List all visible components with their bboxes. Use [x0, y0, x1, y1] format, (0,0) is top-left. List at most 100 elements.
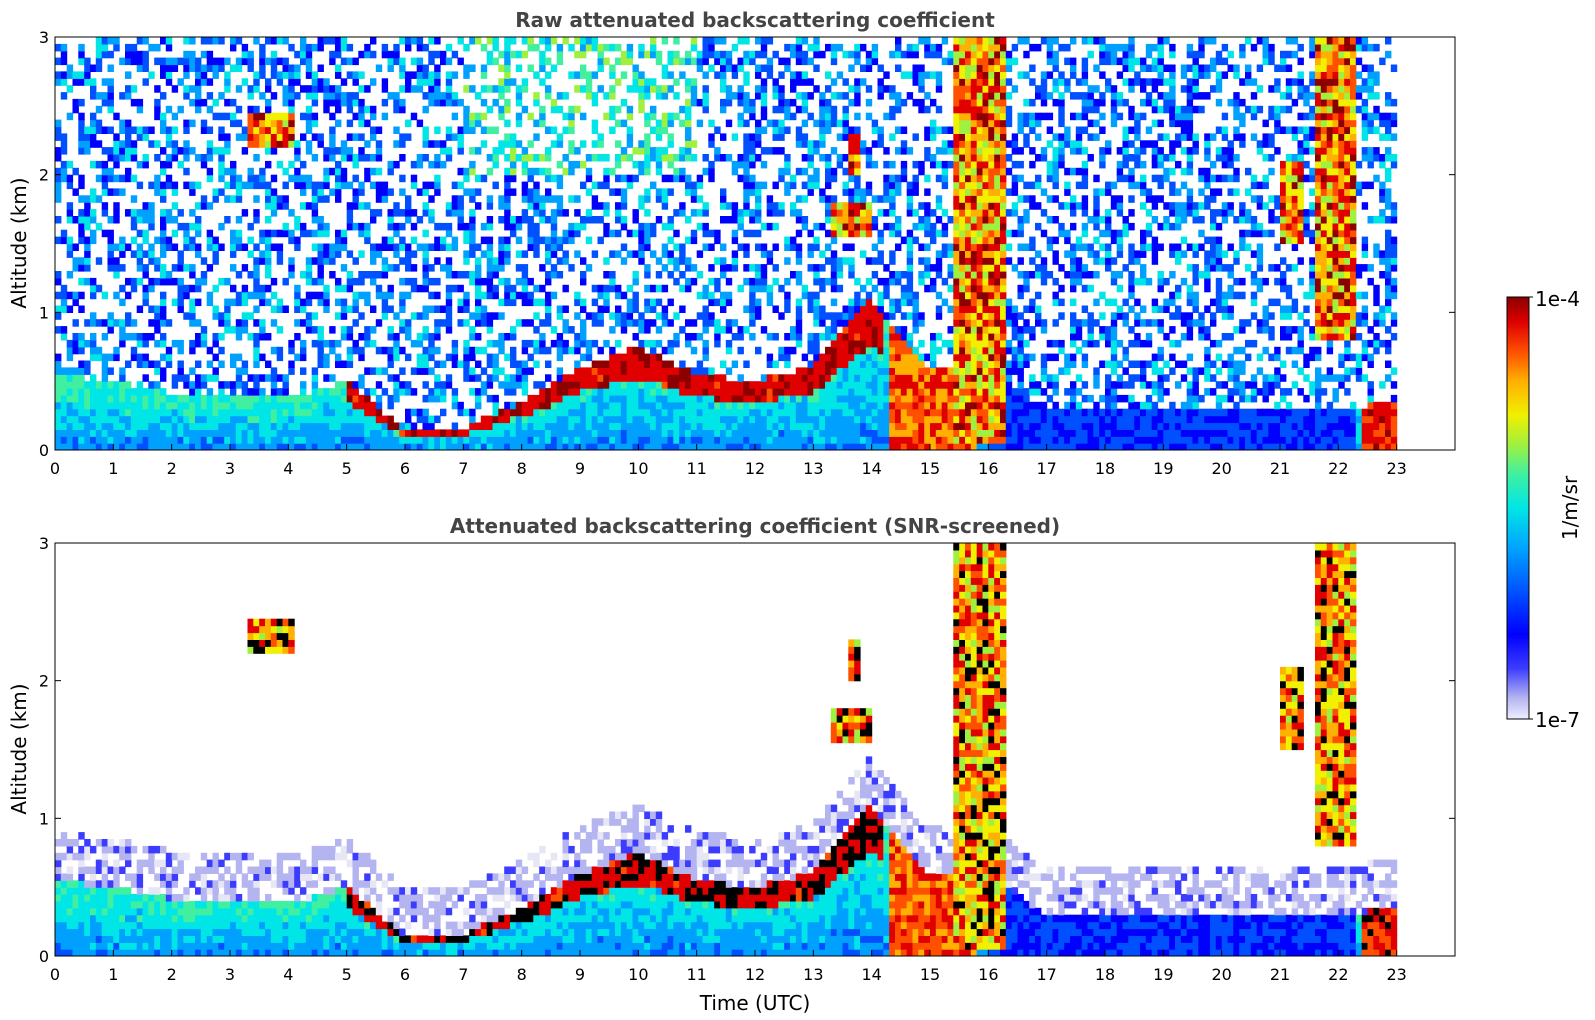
- heatmap-cell: [399, 154, 406, 162]
- heatmap-cell: [550, 140, 558, 148]
- heatmap-cell: [434, 394, 441, 403]
- heatmap-cell: [329, 271, 336, 279]
- heatmap-cell: [626, 174, 634, 183]
- heatmap-cell: [218, 381, 225, 389]
- heatmap-cell: [795, 339, 803, 348]
- heatmap-cell: [136, 133, 144, 141]
- heatmap-cell: [813, 346, 820, 355]
- heatmap-cell: [609, 85, 616, 93]
- heatmap-cell: [335, 422, 342, 430]
- heatmap-cell: [609, 126, 616, 134]
- heatmap-cell: [842, 209, 849, 217]
- heatmap-cell: [148, 422, 155, 430]
- heatmap-cell: [743, 264, 750, 272]
- heatmap-cell: [918, 422, 925, 430]
- heatmap-cell: [784, 374, 791, 382]
- heatmap-cell: [230, 119, 237, 128]
- heatmap-cell: [300, 181, 307, 190]
- heatmap-cell: [778, 174, 785, 183]
- heatmap-cell: [457, 202, 464, 210]
- heatmap-cell: [195, 415, 202, 424]
- heatmap-cell: [189, 147, 196, 155]
- heatmap-cell: [562, 305, 569, 313]
- heatmap-cell: [78, 401, 85, 410]
- heatmap-cell: [790, 236, 797, 245]
- heatmap-cell: [72, 78, 79, 86]
- heatmap-cell: [527, 443, 534, 450]
- heatmap-cell: [358, 346, 365, 355]
- heatmap-cell: [778, 401, 785, 410]
- heatmap-cell: [305, 291, 313, 300]
- heatmap-cell: [679, 271, 686, 279]
- heatmap-cell: [889, 50, 896, 59]
- heatmap-cell: [679, 243, 686, 251]
- heatmap-cell: [632, 209, 639, 217]
- heatmap-cell: [755, 85, 762, 93]
- heatmap-cell: [410, 174, 418, 183]
- heatmap-cell: [714, 436, 721, 444]
- heatmap-cell: [364, 174, 371, 183]
- heatmap-cell: [854, 367, 861, 375]
- heatmap-cell: [731, 388, 739, 396]
- heatmap-cell: [690, 37, 698, 45]
- heatmap-cell: [165, 140, 173, 148]
- heatmap-cell: [130, 236, 138, 245]
- heatmap-cell: [416, 415, 424, 424]
- heatmap-cell: [574, 160, 581, 169]
- heatmap-cell: [825, 154, 832, 162]
- heatmap-cell: [352, 436, 359, 444]
- heatmap-cell: [609, 229, 616, 238]
- heatmap-cell: [183, 264, 190, 272]
- heatmap-cell: [154, 236, 161, 245]
- heatmap-cell: [504, 429, 511, 437]
- heatmap-cell: [440, 408, 447, 417]
- heatmap-cell: [679, 305, 686, 313]
- heatmap-cell: [177, 346, 184, 355]
- heatmap-cell: [294, 147, 301, 155]
- heatmap-cell: [626, 394, 634, 403]
- heatmap-cell: [416, 154, 424, 162]
- heatmap-cell: [84, 78, 91, 86]
- heatmap-cell: [848, 257, 855, 265]
- heatmap-cell: [743, 160, 750, 169]
- heatmap-cell: [422, 64, 429, 72]
- heatmap-cell: [825, 167, 832, 176]
- heatmap-cell: [510, 333, 517, 341]
- heatmap-cell: [422, 305, 429, 313]
- heatmap-cell: [270, 291, 278, 300]
- heatmap-cell: [305, 105, 313, 114]
- heatmap-cell: [550, 126, 558, 134]
- heatmap-cell: [935, 429, 943, 437]
- heatmap-cell: [212, 98, 219, 107]
- heatmap-cell: [580, 353, 587, 362]
- heatmap-cell: [854, 57, 861, 66]
- heatmap-cell: [527, 353, 534, 362]
- heatmap-cell: [422, 443, 429, 450]
- heatmap-cell: [428, 50, 435, 59]
- heatmap-cell: [270, 140, 278, 148]
- heatmap-cell: [270, 133, 278, 141]
- heatmap-cell: [638, 167, 645, 176]
- heatmap-cell: [469, 236, 476, 245]
- heatmap-cell: [125, 147, 132, 155]
- heatmap-cell: [655, 271, 663, 279]
- heatmap-cell: [708, 264, 715, 272]
- heatmap-cell: [556, 312, 564, 320]
- heatmap-cell: [323, 92, 330, 100]
- heatmap-cell: [498, 64, 505, 72]
- heatmap-cell: [877, 140, 884, 148]
- heatmap-cell: [247, 429, 254, 437]
- heatmap-cell: [574, 50, 581, 59]
- heatmap-cell: [720, 422, 727, 430]
- heatmap-cell: [644, 394, 651, 403]
- heatmap-cell: [620, 257, 628, 265]
- heatmap-cell: [533, 92, 540, 100]
- heatmap-cell: [521, 443, 529, 450]
- heatmap-cell: [78, 291, 85, 300]
- heatmap-cell: [760, 408, 768, 417]
- heatmap-cell: [924, 257, 931, 265]
- heatmap-cell: [434, 188, 441, 196]
- heatmap-cell: [854, 160, 861, 169]
- heatmap-cell: [883, 188, 890, 196]
- heatmap-cell: [463, 257, 470, 265]
